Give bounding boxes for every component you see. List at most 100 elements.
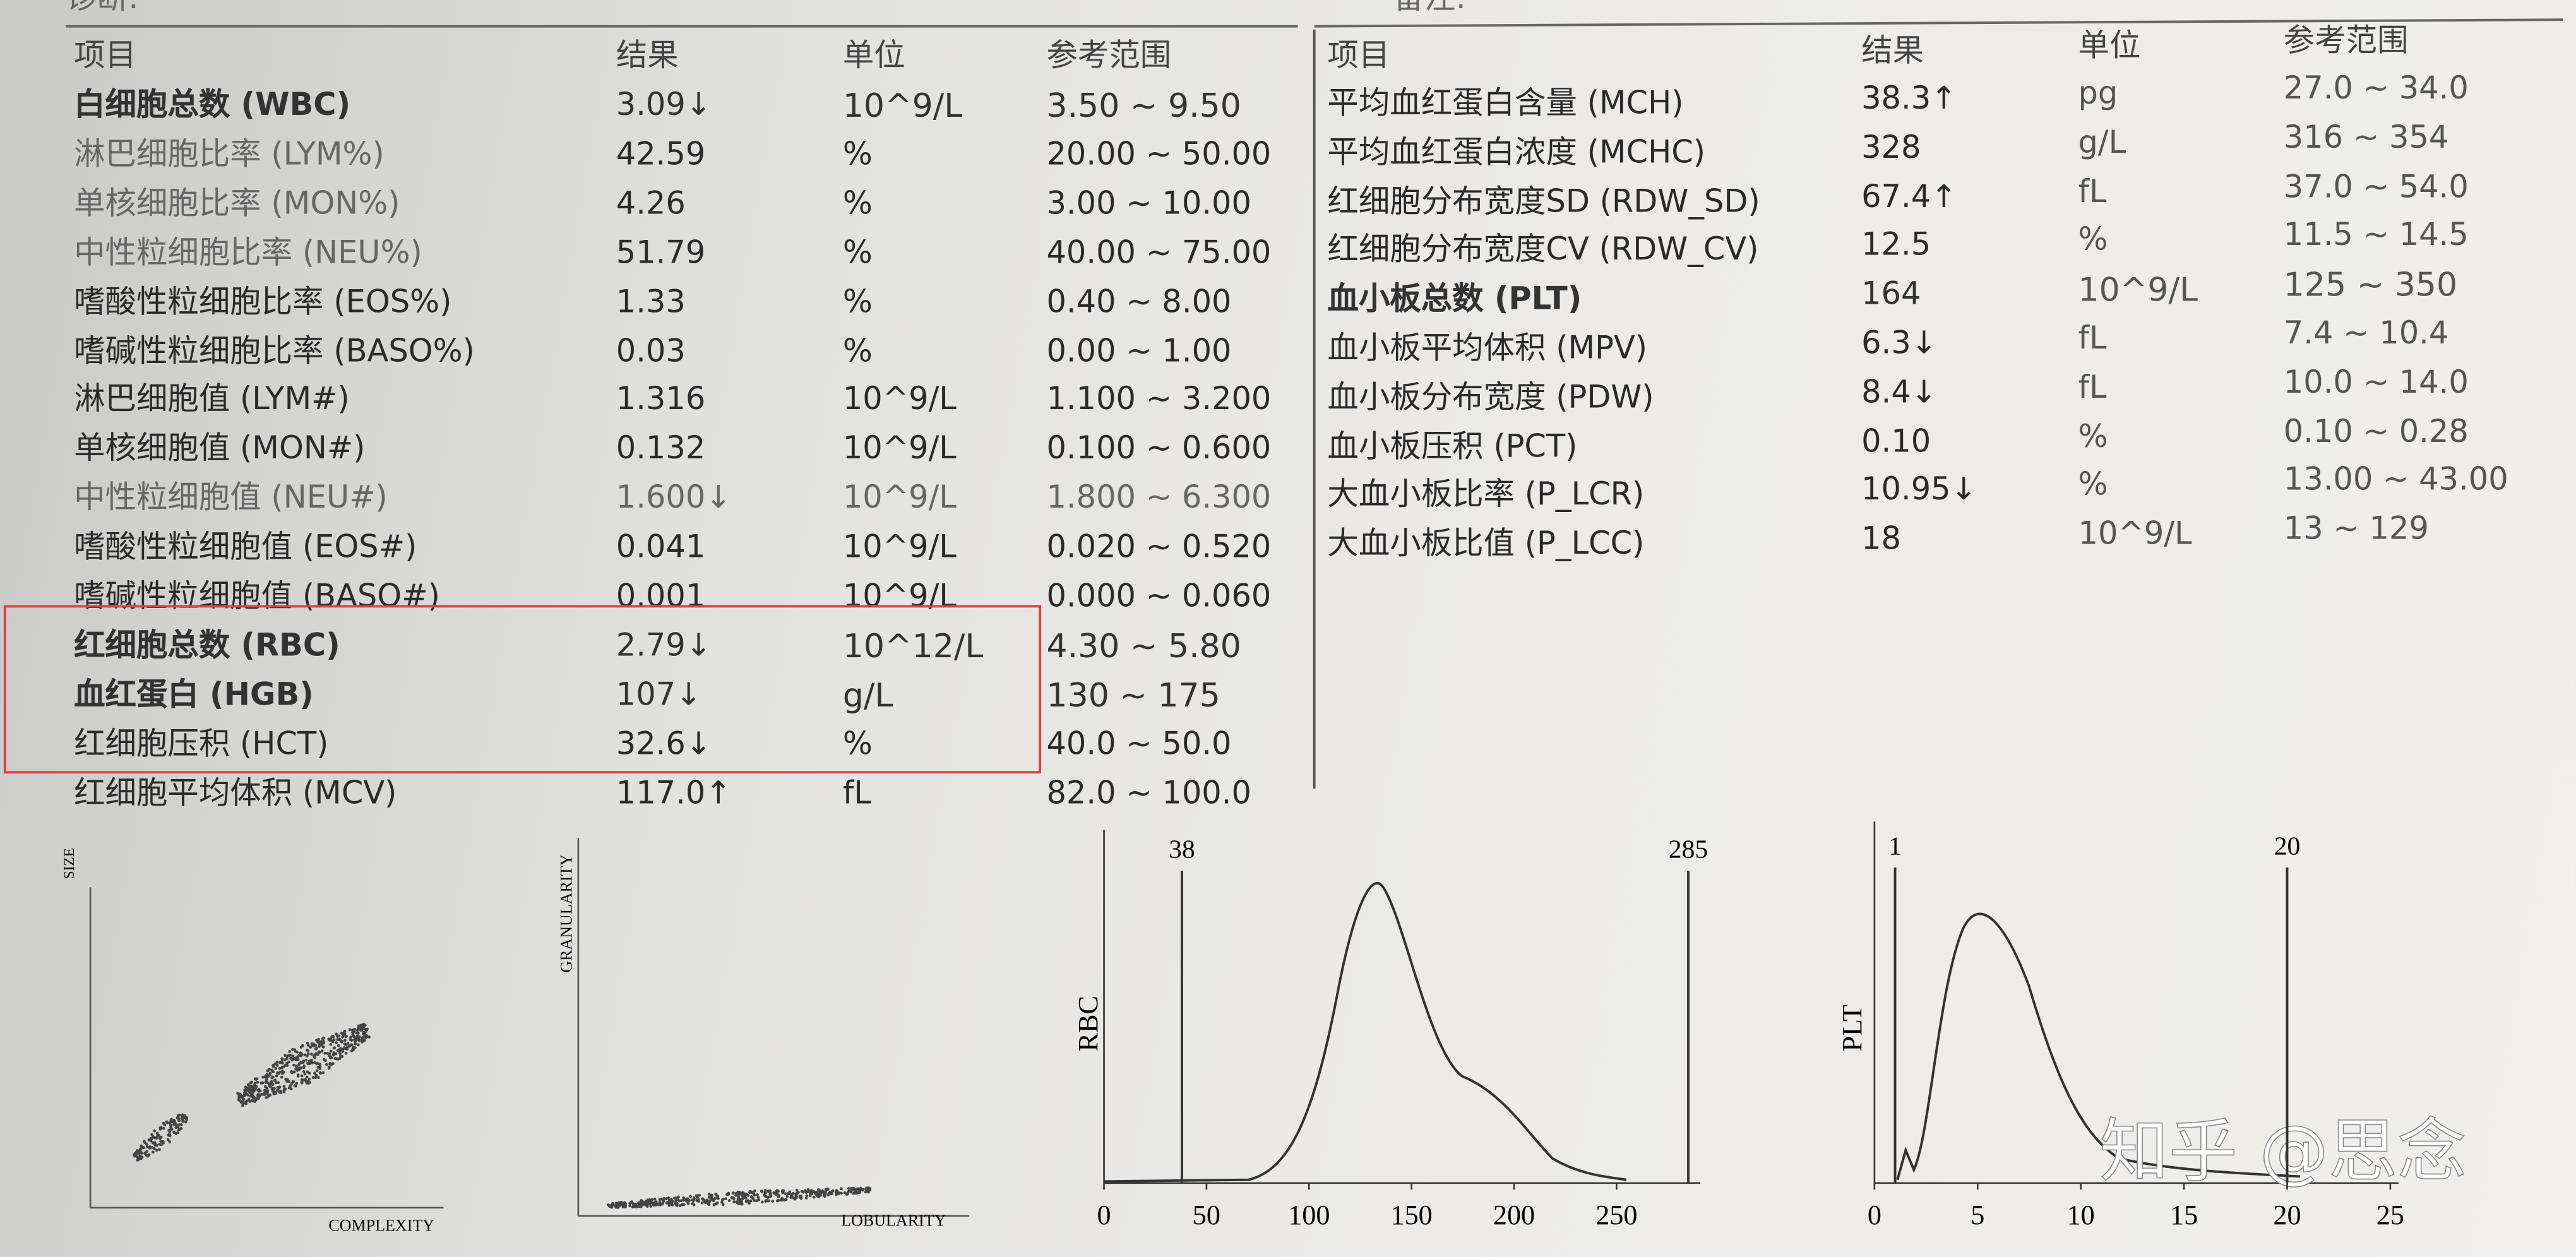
scatter-dot bbox=[665, 1197, 668, 1200]
scatter-dot bbox=[845, 1193, 849, 1196]
scatter-dot bbox=[338, 1037, 341, 1041]
scatter-dot bbox=[805, 1194, 809, 1198]
scatter-dot bbox=[254, 1087, 258, 1090]
scatter-dot bbox=[772, 1191, 775, 1194]
scatter-dot bbox=[328, 1062, 331, 1066]
scatter-dot bbox=[686, 1201, 690, 1205]
scatter-dot bbox=[341, 1050, 345, 1053]
table-cell: g/L bbox=[842, 675, 893, 715]
scatter-dot bbox=[310, 1052, 313, 1056]
scatter-dot bbox=[172, 1131, 176, 1135]
table-cell: 血小板总数 (PLT) bbox=[1327, 281, 1582, 318]
scatter-dot bbox=[858, 1189, 861, 1193]
table-cell: 8.4↓ bbox=[1861, 374, 1938, 411]
scatter-dot bbox=[302, 1070, 306, 1073]
scatter-dot bbox=[307, 1071, 311, 1075]
scatter-dot bbox=[315, 1046, 318, 1050]
table-cell: 红细胞压积 (HCT) bbox=[74, 725, 329, 762]
table-cell: 0.00 ~ 1.00 bbox=[1046, 333, 1232, 369]
scatter-dot bbox=[303, 1053, 306, 1057]
table-cell: 红细胞总数 (RBC) bbox=[74, 627, 340, 664]
scatter-dot bbox=[780, 1190, 784, 1194]
scatter-dot bbox=[331, 1062, 335, 1065]
table-cell: 13.00 ~ 43.00 bbox=[2283, 462, 2508, 499]
scatter-dot bbox=[638, 1201, 641, 1205]
table-cell: 27.0 ~ 34.0 bbox=[2283, 70, 2469, 107]
scatter-dot bbox=[653, 1198, 657, 1201]
scatter-dot bbox=[355, 1031, 359, 1035]
scatter-dot bbox=[341, 1035, 345, 1039]
scatter-dot bbox=[136, 1159, 140, 1162]
scatter-dot bbox=[167, 1128, 171, 1132]
scatter-dot bbox=[765, 1195, 768, 1198]
scatter-dot bbox=[325, 1063, 328, 1066]
scatter-dot bbox=[714, 1196, 717, 1200]
scatter-dot bbox=[138, 1155, 142, 1159]
table-cell: 血小板压积 (PCT) bbox=[1327, 428, 1578, 465]
rbc-curve bbox=[1104, 882, 1627, 1183]
scatter-dot bbox=[143, 1140, 146, 1143]
table-cell: 10^9/L bbox=[2078, 516, 2192, 552]
scatter-dot bbox=[275, 1074, 278, 1078]
table-cell: 中性粒细胞值 (NEU#) bbox=[74, 480, 388, 516]
scatter-dot bbox=[275, 1061, 278, 1064]
table-cell: 10^9/L bbox=[842, 85, 963, 125]
table-cell: 0.132 bbox=[616, 431, 706, 467]
table-cell: 10^9/L bbox=[842, 431, 957, 467]
scatter-dot bbox=[271, 1064, 275, 1068]
table-cell: 血小板分布宽度 (PDW) bbox=[1327, 379, 1654, 415]
scatter-dot bbox=[812, 1195, 816, 1199]
scatter-dot bbox=[346, 1042, 350, 1045]
scatter-dot bbox=[355, 1034, 359, 1038]
scatter-dot bbox=[313, 1056, 316, 1059]
scatter-dot bbox=[343, 1039, 347, 1042]
scatter-dot bbox=[306, 1061, 309, 1065]
scatter-dot bbox=[362, 1023, 366, 1026]
scatter-dot bbox=[295, 1069, 299, 1072]
scatter-dot bbox=[176, 1125, 180, 1129]
scatter-dot bbox=[712, 1203, 716, 1206]
scatter-dot bbox=[302, 1064, 306, 1068]
table-cell: 0.40 ~ 8.00 bbox=[1046, 283, 1232, 320]
scatter-dot bbox=[823, 1194, 826, 1198]
scatter-dot bbox=[236, 1092, 239, 1095]
table-cell: 13 ~ 129 bbox=[2283, 511, 2429, 548]
scatter-dot bbox=[357, 1024, 361, 1028]
scatter-dot bbox=[345, 1034, 348, 1038]
scatter-dot bbox=[716, 1194, 720, 1198]
scatter-dot bbox=[256, 1088, 260, 1092]
scatter-dot bbox=[170, 1120, 174, 1124]
scatter-dot bbox=[840, 1187, 843, 1191]
scatter-dot bbox=[319, 1040, 323, 1044]
scatter-dot bbox=[134, 1150, 138, 1154]
table-cell: 淋巴细胞值 (LYM#) bbox=[74, 381, 350, 419]
table-cell: 血红蛋白 (HGB) bbox=[74, 676, 314, 713]
scatter-dot bbox=[788, 1192, 792, 1196]
table-cell: 18 bbox=[1861, 521, 1902, 557]
header-cell: 结果 bbox=[1861, 32, 1924, 69]
scatter-dot bbox=[809, 1192, 813, 1195]
table-cell: 67.4↑ bbox=[1861, 178, 1957, 215]
scatter-dot bbox=[727, 1191, 730, 1195]
scatter-dot bbox=[695, 1194, 698, 1198]
table-cell: 大血小板比率 (P_LCR) bbox=[1327, 477, 1645, 514]
scatter-dot bbox=[277, 1087, 280, 1090]
scatter-dot bbox=[250, 1085, 253, 1088]
scatter-dot bbox=[752, 1192, 756, 1196]
scatter-dot bbox=[765, 1199, 769, 1202]
scatter-dot bbox=[717, 1197, 720, 1200]
table-cell: fL bbox=[2078, 369, 2107, 406]
scatter-dot bbox=[316, 1053, 319, 1056]
table-cell: 316 ~ 354 bbox=[2283, 119, 2449, 156]
scatter-dot bbox=[274, 1067, 278, 1070]
scatter-dot bbox=[318, 1064, 322, 1068]
scatter-dot bbox=[657, 1203, 661, 1206]
scatter-dot bbox=[675, 1203, 678, 1207]
x-tick-label: 20 bbox=[2273, 1200, 2301, 1230]
scatter-dot bbox=[302, 1059, 306, 1063]
scatter-dot bbox=[775, 1199, 779, 1203]
scatter-dot bbox=[148, 1145, 152, 1148]
scatter-dot bbox=[299, 1046, 303, 1049]
scatter-dot bbox=[364, 1036, 367, 1040]
marker-label: 285 bbox=[1669, 835, 1708, 864]
